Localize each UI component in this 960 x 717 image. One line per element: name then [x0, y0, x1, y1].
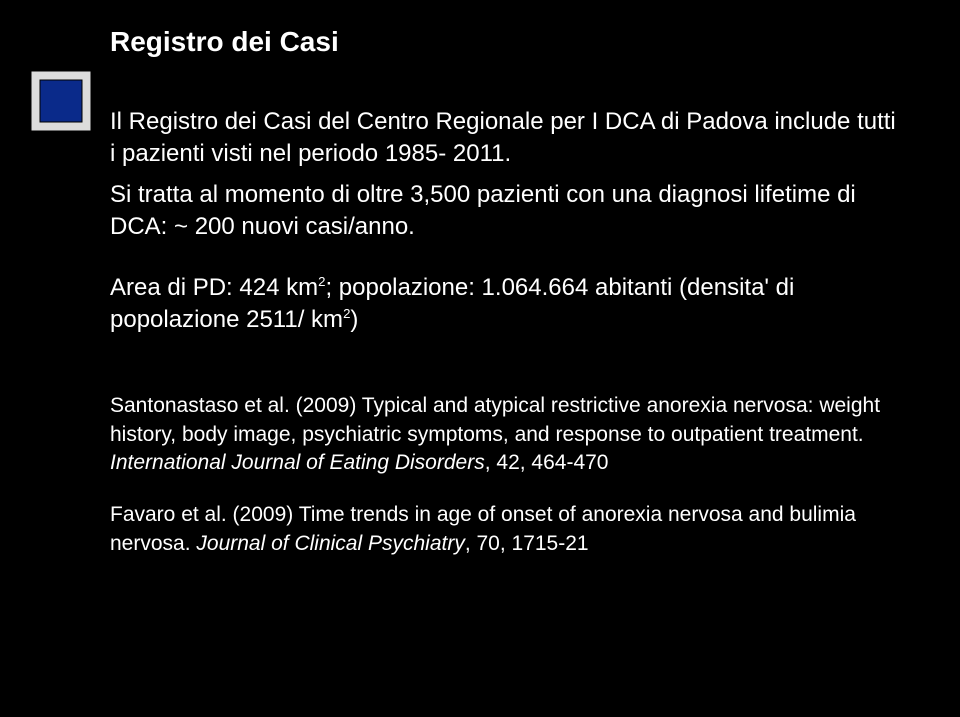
p3-text-post: ) [350, 306, 358, 333]
paragraph-2: Si tratta al momento di oltre 3,500 pazi… [110, 179, 900, 244]
ref2-journal: Journal of Clinical Psychiatry [196, 532, 464, 555]
slide-body: Il Registro dei Casi del Centro Regional… [110, 106, 900, 336]
ref1-journal: International Journal of Eating Disorder… [110, 451, 485, 474]
reference-1: Santonastaso et al. (2009) Typical and a… [110, 392, 900, 477]
slide: Registro dei Casi Il Registro dei Casi d… [0, 0, 960, 717]
slide-icon [30, 70, 92, 137]
reference-2: Favaro et al. (2009) Time trends in age … [110, 501, 900, 558]
ref1-tail: , 42, 464-470 [485, 451, 609, 474]
ref2-tail: , 70, 1715-21 [465, 532, 589, 555]
paragraph-1: Il Registro dei Casi del Centro Regional… [110, 106, 900, 171]
paragraph-3: Area di PD: 424 km2; popolazione: 1.064.… [110, 272, 900, 337]
references: Santonastaso et al. (2009) Typical and a… [110, 392, 900, 558]
slide-title: Registro dei Casi [110, 26, 900, 58]
p3-text-pre: Area di PD: 424 km [110, 274, 318, 301]
ref1-lead: Santonastaso et al. (2009) Typical and a… [110, 394, 880, 445]
